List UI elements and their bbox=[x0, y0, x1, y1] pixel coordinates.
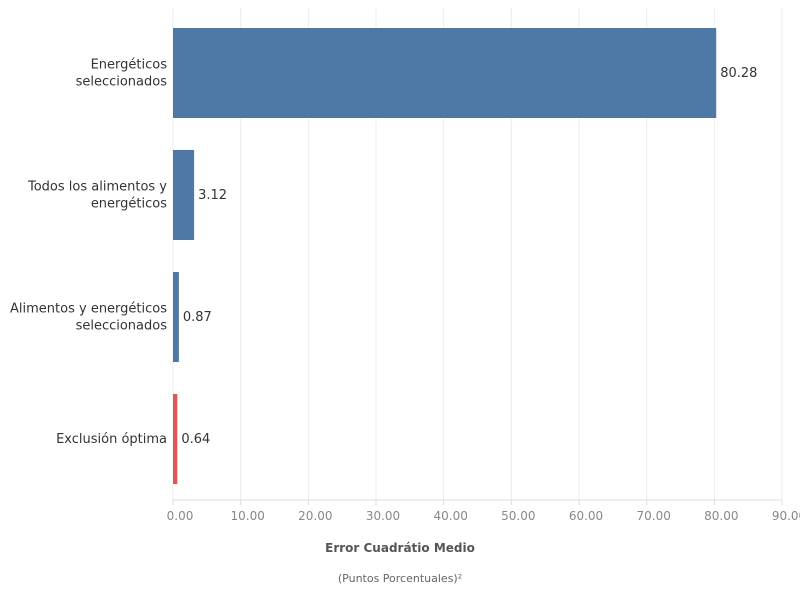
x-axis-title: Error Cuadrátio Medio bbox=[325, 541, 475, 555]
category-label: Exclusión óptima bbox=[56, 432, 167, 447]
value-label: 3.12 bbox=[198, 188, 227, 203]
value-label: 0.64 bbox=[181, 432, 210, 447]
value-label: 80.28 bbox=[720, 66, 757, 81]
x-tick-label: 40.00 bbox=[433, 509, 467, 523]
x-tick-label: 70.00 bbox=[636, 509, 670, 523]
x-axis-ticks: 0.00 10.00 20.00 30.00 40.00 50.00 60.00 70.00 8… bbox=[167, 509, 800, 523]
x-tick-label: 10.00 bbox=[230, 509, 264, 523]
bar bbox=[173, 272, 179, 362]
x-tick-label: 0.00 bbox=[167, 509, 194, 523]
x-axis-subtitle: (Puntos Porcentuales)² bbox=[338, 572, 462, 585]
category-label: Energéticos seleccionados bbox=[76, 58, 168, 90]
bars bbox=[173, 28, 717, 484]
x-tick-label: 20.00 bbox=[298, 509, 332, 523]
category-labels: Energéticos seleccionados Todos los alimen… bbox=[10, 58, 167, 448]
bar bbox=[173, 394, 178, 484]
x-tick-label: 90.00 bbox=[772, 509, 800, 523]
value-label: 0.87 bbox=[183, 310, 212, 325]
x-tick-label: 30.00 bbox=[366, 509, 400, 523]
category-label: Todos los alimentos y energéticos bbox=[27, 180, 167, 212]
bar bbox=[173, 28, 717, 118]
value-labels: 80.28 3.12 0.87 0.64 bbox=[181, 66, 757, 447]
bar bbox=[173, 150, 195, 240]
x-tick-label: 50.00 bbox=[501, 509, 535, 523]
x-tick-label: 80.00 bbox=[704, 509, 738, 523]
x-tick-label: 60.00 bbox=[569, 509, 603, 523]
category-label: Alimentos y energéticos seleccionados bbox=[10, 302, 167, 334]
